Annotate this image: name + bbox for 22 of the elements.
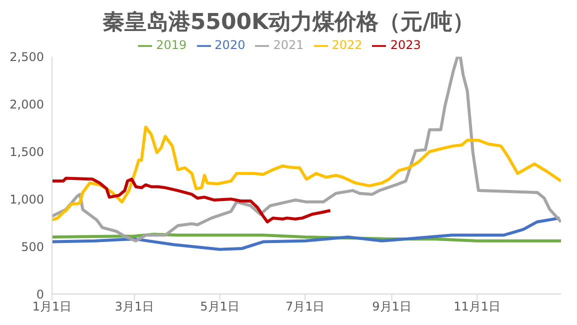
legend-label: 2019 bbox=[156, 38, 187, 52]
x-tick-label: 7月1日 bbox=[285, 300, 325, 314]
y-tick-label: 1,000 bbox=[10, 192, 44, 206]
line-series bbox=[52, 216, 561, 251]
legend-label: 2021 bbox=[273, 38, 304, 52]
legend-label: 2020 bbox=[214, 38, 246, 52]
y-tick-label: 0 bbox=[36, 287, 44, 302]
y-tick-label: 1,500 bbox=[10, 144, 44, 159]
legend-label: 2023 bbox=[390, 38, 421, 52]
x-tick-label: 5月1日 bbox=[200, 300, 240, 314]
line-series bbox=[52, 56, 561, 242]
y-tick-label: 2,000 bbox=[10, 97, 44, 112]
chart-title: 秦皇岛港5500K动力煤价格（元/吨） bbox=[101, 9, 476, 37]
legend-label: 2022 bbox=[332, 38, 362, 52]
x-tick-label: 3月1日 bbox=[114, 300, 154, 314]
x-tick-label: 11月1日 bbox=[454, 300, 501, 314]
y-tick-label: 500 bbox=[21, 240, 44, 254]
line-series bbox=[52, 125, 561, 222]
x-tick-label: 9月1日 bbox=[372, 300, 412, 314]
line-series bbox=[52, 176, 332, 224]
y-tick-label: 2,500 bbox=[10, 50, 44, 64]
x-tick-label: 1月1日 bbox=[32, 300, 72, 314]
